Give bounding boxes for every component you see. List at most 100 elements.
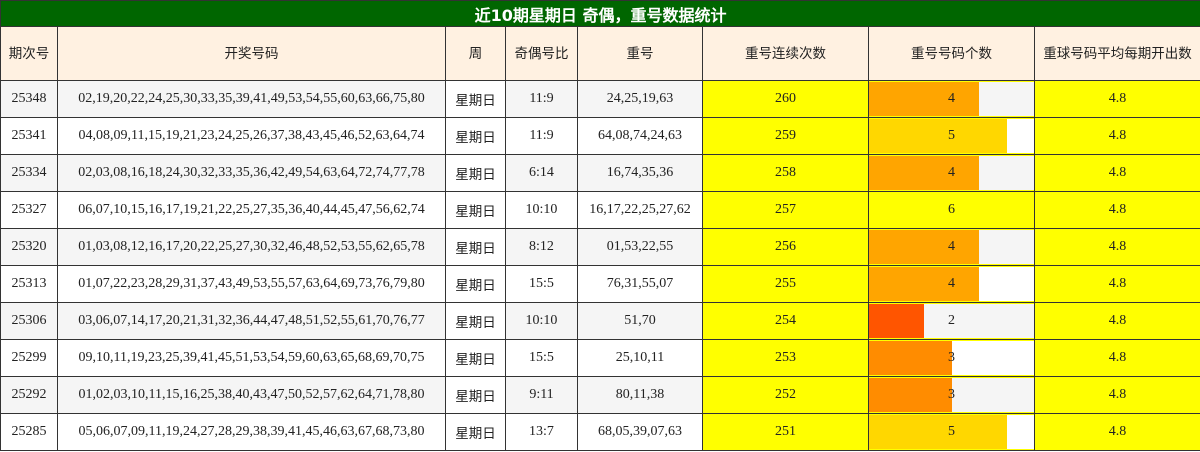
weekday-cell: 星期日 [445, 302, 506, 340]
count-bar [869, 415, 1007, 449]
odd-even-cell: 6:14 [505, 154, 578, 192]
odd-even-cell: 8:12 [505, 228, 578, 266]
header-issue: 期次号 [0, 26, 58, 81]
odd-even-cell: 15:5 [505, 265, 578, 303]
table-title: 近10期星期日 奇偶，重号数据统计 [0, 0, 1200, 27]
repeat-cell: 24,25,19,63 [577, 80, 703, 118]
weekday-cell: 星期日 [445, 80, 506, 118]
avg-cell: 4.8 [1033, 339, 1200, 377]
issue-cell: 25334 [0, 154, 58, 192]
issue-cell: 25299 [0, 339, 58, 377]
count-value: 3 [948, 350, 955, 365]
odd-even-cell: 11:9 [505, 117, 578, 155]
streak-cell: 254 [702, 302, 869, 340]
issue-cell: 25327 [0, 191, 58, 229]
issue-cell: 25341 [0, 117, 58, 155]
repeat-cell: 76,31,55,07 [577, 265, 703, 303]
count-bar [869, 304, 924, 338]
odd-even-cell: 11:9 [505, 80, 578, 118]
repeat-cell: 64,08,74,24,63 [577, 117, 703, 155]
header-odd-even: 奇偶号比 [505, 26, 578, 81]
avg-cell: 4.8 [1033, 302, 1200, 340]
count-bar-track [869, 82, 1034, 116]
count-bar [869, 193, 1034, 227]
weekday-cell: 星期日 [445, 376, 506, 414]
table-row: 25348 02,19,20,22,24,25,30,33,35,39,41,49… [0, 80, 1200, 118]
count-cell: 5 [868, 413, 1035, 451]
issue-cell: 25285 [0, 413, 58, 451]
weekday-cell: 星期日 [445, 413, 506, 451]
weekday-cell: 星期日 [445, 154, 506, 192]
numbers-cell: 09,10,11,19,23,25,39,41,45,51,53,54,59,6… [57, 339, 446, 377]
table-row: 25341 04,08,09,11,15,19,21,23,24,25,26,37… [0, 117, 1200, 155]
avg-cell: 4.8 [1033, 154, 1200, 192]
avg-cell: 4.8 [1033, 191, 1200, 229]
streak-cell: 253 [702, 339, 869, 377]
avg-cell: 4.8 [1033, 228, 1200, 266]
count-cell: 5 [868, 117, 1035, 155]
avg-cell: 4.8 [1033, 413, 1200, 451]
odd-even-cell: 9:11 [505, 376, 578, 414]
count-bar-track [869, 415, 1034, 449]
issue-cell: 25306 [0, 302, 58, 340]
repeat-cell: 80,11,38 [577, 376, 703, 414]
count-bar-track [869, 230, 1034, 264]
streak-cell: 257 [702, 191, 869, 229]
odd-even-cell: 10:10 [505, 302, 578, 340]
count-value: 4 [948, 276, 955, 291]
issue-cell: 25313 [0, 265, 58, 303]
count-bar-track [869, 378, 1034, 412]
count-value: 5 [948, 128, 955, 143]
header-count: 重号号码个数 [868, 26, 1035, 81]
header-repeat: 重号 [577, 26, 703, 81]
weekday-cell: 星期日 [445, 265, 506, 303]
avg-cell: 4.8 [1033, 117, 1200, 155]
header-streak: 重号连续次数 [702, 26, 869, 81]
count-bar [869, 119, 1007, 153]
count-bar [869, 378, 952, 412]
count-bar [869, 230, 979, 264]
table-row: 25320 01,03,08,12,16,17,20,22,25,27,30,32… [0, 228, 1200, 266]
numbers-cell: 02,19,20,22,24,25,30,33,35,39,41,49,53,5… [57, 80, 446, 118]
weekday-cell: 星期日 [445, 191, 506, 229]
streak-cell: 258 [702, 154, 869, 192]
count-bar-track [869, 267, 1034, 301]
count-cell: 4 [868, 154, 1035, 192]
count-cell: 3 [868, 339, 1035, 377]
count-value: 4 [948, 165, 955, 180]
header-numbers: 开奖号码 [57, 26, 446, 81]
count-bar [869, 267, 979, 301]
count-bar-track [869, 119, 1034, 153]
odd-even-cell: 15:5 [505, 339, 578, 377]
count-value: 3 [948, 387, 955, 402]
weekday-cell: 星期日 [445, 228, 506, 266]
count-value: 4 [948, 91, 955, 106]
streak-cell: 252 [702, 376, 869, 414]
count-bar [869, 156, 979, 190]
streak-cell: 259 [702, 117, 869, 155]
count-bar [869, 82, 979, 116]
table-row: 25299 09,10,11,19,23,25,39,41,45,51,53,54… [0, 339, 1200, 377]
repeat-cell: 51,70 [577, 302, 703, 340]
count-cell: 6 [868, 191, 1035, 229]
avg-cell: 4.8 [1033, 80, 1200, 118]
numbers-cell: 02,03,08,16,18,24,30,32,33,35,36,42,49,5… [57, 154, 446, 192]
numbers-cell: 05,06,07,09,11,19,24,27,28,29,38,39,41,4… [57, 413, 446, 451]
odd-even-cell: 13:7 [505, 413, 578, 451]
header-avg: 重球号码平均每期开出数 [1033, 26, 1200, 81]
numbers-cell: 01,02,03,10,11,15,16,25,38,40,43,47,50,5… [57, 376, 446, 414]
table-row: 25313 01,07,22,23,28,29,31,37,43,49,53,55… [0, 265, 1200, 303]
numbers-cell: 01,03,08,12,16,17,20,22,25,27,30,32,46,4… [57, 228, 446, 266]
table-row: 25327 06,07,10,15,16,17,19,21,22,25,27,35… [0, 191, 1200, 229]
count-bar-track [869, 304, 1034, 338]
count-bar-track [869, 156, 1034, 190]
count-bar [869, 341, 952, 375]
issue-cell: 25320 [0, 228, 58, 266]
table-row: 25292 01,02,03,10,11,15,16,25,38,40,43,47… [0, 376, 1200, 414]
streak-cell: 260 [702, 80, 869, 118]
numbers-cell: 06,07,10,15,16,17,19,21,22,25,27,35,36,4… [57, 191, 446, 229]
table-row: 25334 02,03,08,16,18,24,30,32,33,35,36,42… [0, 154, 1200, 192]
repeat-cell: 25,10,11 [577, 339, 703, 377]
count-value: 6 [948, 202, 955, 217]
numbers-cell: 03,06,07,14,17,20,21,31,32,36,44,47,48,5… [57, 302, 446, 340]
